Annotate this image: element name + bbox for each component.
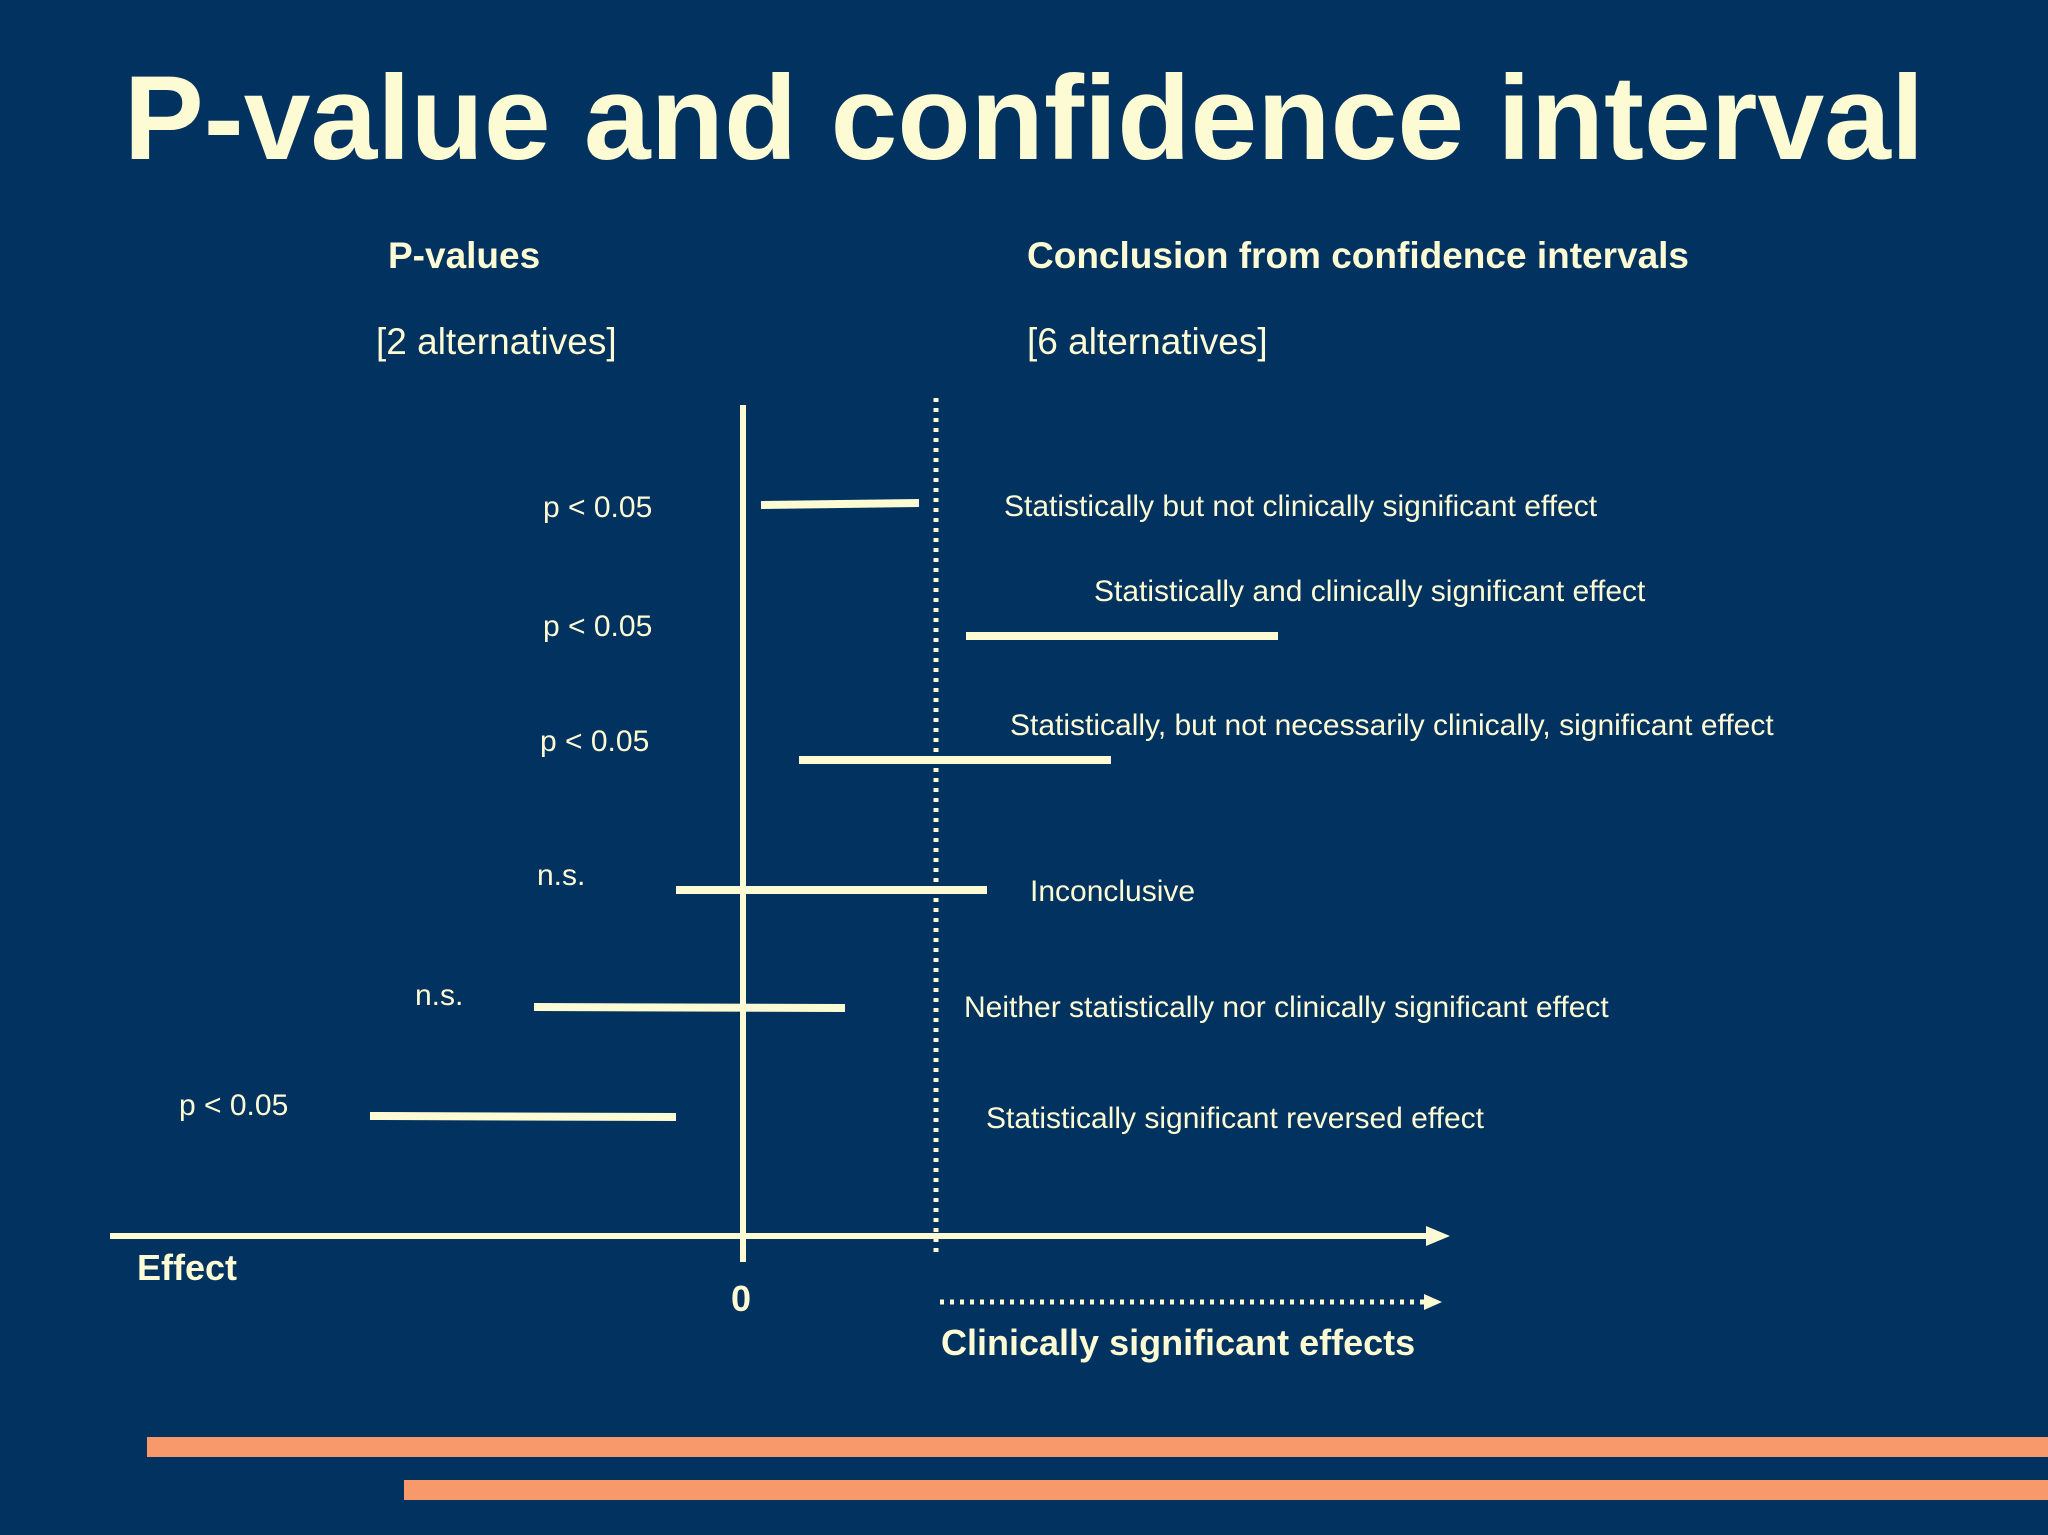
effect-axis-label: Effect	[137, 1247, 238, 1288]
p-label-3: p < 0.05	[540, 725, 650, 758]
effect-axis-arrowhead	[1426, 1226, 1450, 1246]
p-label-5: n.s.	[415, 979, 464, 1012]
slide-title: P-value and confidence interval	[123, 51, 1925, 185]
p-label-1: p < 0.05	[543, 491, 653, 524]
clinical-effects-arrowhead	[1424, 1294, 1442, 1310]
ci-bar-1	[760, 499, 920, 509]
conclusion-2: Statistically and clinically significant…	[1094, 575, 1646, 608]
accent-stripe-top	[147, 1437, 2048, 1457]
conclusion-4: Inconclusive	[1030, 875, 1196, 908]
p-values-heading: P-values	[388, 235, 541, 276]
zero-label: 0	[731, 1278, 752, 1319]
conclusions-heading: Conclusion from confidence intervals	[1027, 235, 1690, 276]
ci-bar-6	[369, 1112, 677, 1121]
conclusion-6: Statistically significant reversed effec…	[986, 1102, 1485, 1135]
conclusions-subheading: [6 alternatives]	[1027, 321, 1268, 362]
p-label-4: n.s.	[537, 859, 586, 892]
conclusion-1: Statistically but not clinically signifi…	[1004, 490, 1598, 523]
clinical-effects-label: Clinically significant effects	[941, 1322, 1416, 1363]
accent-stripe-bottom	[404, 1480, 2048, 1500]
p-values-subheading: [2 alternatives]	[376, 321, 617, 362]
conclusion-3: Statistically, but not necessarily clini…	[1010, 709, 1774, 742]
conclusion-5: Neither statistically nor clinically sig…	[964, 991, 1609, 1024]
p-label-2: p < 0.05	[543, 610, 653, 643]
p-label-6: p < 0.05	[179, 1089, 289, 1122]
ci-bar-5	[533, 1003, 846, 1012]
